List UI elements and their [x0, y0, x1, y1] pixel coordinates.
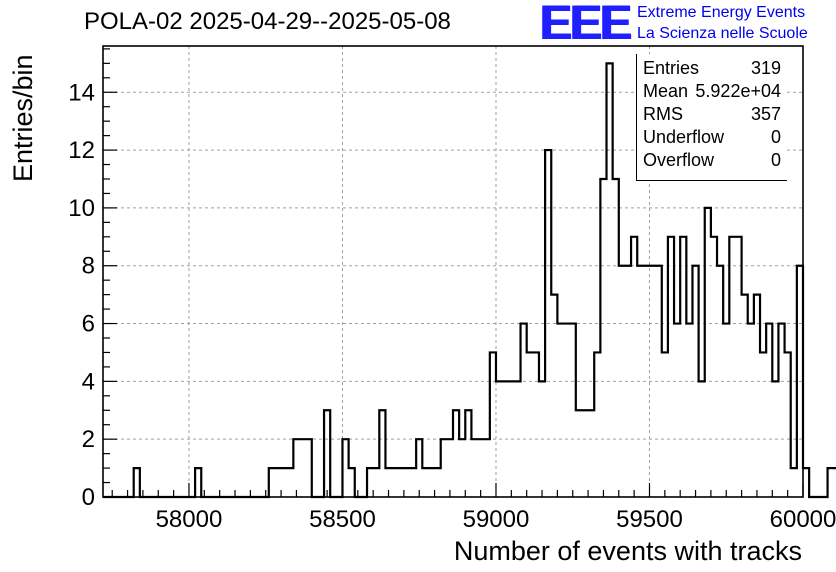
histogram-bin	[527, 352, 533, 497]
axis-ticks: 58000 58500 59000 59500 60000 0 2 4 6 8 10 12 14	[68, 48, 836, 533]
histogram-bin	[674, 324, 680, 497]
histogram-bin	[275, 468, 281, 497]
y-tick-label: 12	[68, 137, 95, 164]
y-tick-label: 4	[82, 368, 95, 395]
stat-row-mean: Mean 5.922e+04	[643, 81, 781, 103]
histogram-bin	[711, 237, 717, 497]
y-axis-label: Entries/bin	[8, 54, 38, 182]
histogram-bin	[686, 324, 692, 497]
histogram-bin	[484, 439, 490, 497]
histogram-outline	[103, 62, 836, 499]
logo-text-line1: Extreme Energy Events	[637, 4, 806, 21]
stat-key: Mean	[643, 81, 689, 101]
histogram-bin	[582, 410, 588, 497]
histogram-bin	[373, 468, 379, 497]
histogram-bin	[791, 468, 797, 497]
y-tick-label: 8	[82, 253, 95, 280]
histogram-bin	[588, 410, 594, 497]
x-tick-label: 59500	[616, 506, 683, 533]
chart-title: POLA-02 2025-04-29--2025-05-08	[84, 8, 451, 35]
x-axis-label: Number of events with tracks	[453, 536, 802, 566]
y-tick-label: 10	[68, 195, 95, 222]
y-tick-label: 2	[82, 426, 95, 453]
y-tick-label: 14	[68, 79, 95, 106]
histogram-bin	[435, 468, 441, 497]
stat-value: 0	[770, 150, 781, 170]
y-tick-label: 6	[82, 311, 95, 338]
x-tick-label: 58500	[309, 506, 376, 533]
stat-value: 319	[750, 58, 781, 78]
stat-row-underflow: Underflow 0	[643, 127, 781, 149]
histogram-bin	[760, 352, 766, 497]
histogram-bin	[557, 324, 563, 497]
stat-key: Entries	[643, 58, 700, 78]
y-tick-label: 0	[82, 484, 95, 511]
grid-lines	[103, 46, 803, 497]
stat-key: Overflow	[643, 150, 715, 170]
stat-key: Underflow	[643, 127, 725, 147]
stat-row-overflow: Overflow 0	[643, 150, 781, 172]
histogram-bin	[478, 439, 484, 497]
logo-text-line2: La Scienza nelle Scuole	[637, 25, 808, 42]
histogram-bin	[748, 324, 754, 497]
stats-box: Entries 319 Mean 5.922e+04 RMS 357 Under…	[636, 54, 787, 181]
histogram-bin	[662, 352, 668, 497]
histogram-bin	[742, 295, 748, 497]
histogram-bin	[281, 468, 287, 497]
histogram-bin	[422, 468, 428, 497]
eee-logo: EEE	[540, 0, 632, 50]
x-tick-label: 60000	[770, 506, 836, 533]
x-tick-label: 58000	[156, 506, 223, 533]
histogram-bin	[398, 468, 404, 497]
histogram-bin	[631, 237, 637, 497]
stat-value: 0	[770, 127, 781, 147]
histogram-bin	[551, 295, 557, 497]
histogram-bin	[447, 439, 453, 497]
histogram-bin	[576, 410, 582, 497]
histogram-bin	[410, 468, 416, 497]
histogram-bin	[459, 439, 465, 497]
stat-row-rms: RMS 357	[643, 104, 781, 126]
histogram-bin	[392, 468, 398, 497]
histogram-bin	[404, 468, 410, 497]
stat-row-entries: Entries 319	[643, 58, 781, 80]
histogram-bin	[471, 439, 477, 497]
histogram-bin	[428, 468, 434, 497]
histogram-bin	[564, 324, 570, 497]
stat-value: 357	[750, 104, 781, 124]
stat-value: 5.922e+04	[695, 81, 781, 101]
histogram-series	[103, 62, 836, 499]
histogram-bin	[287, 468, 293, 497]
histogram-bin	[723, 324, 729, 497]
plot-frame	[102, 45, 804, 498]
histogram-bin	[299, 439, 305, 497]
x-tick-label: 59000	[463, 506, 530, 533]
stat-key: RMS	[643, 104, 683, 124]
